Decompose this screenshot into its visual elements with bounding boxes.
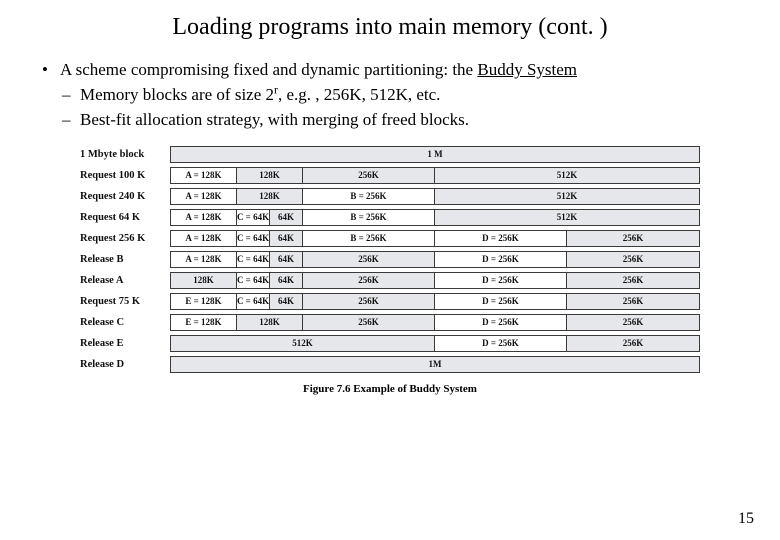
memory-block: 256K [567, 336, 699, 351]
memory-block: D = 256K [435, 273, 567, 288]
memory-block: B = 256K [303, 210, 435, 225]
memory-bar: A = 128K128KB = 256K512K [170, 188, 700, 205]
row-label: 1 Mbyte block [80, 149, 170, 160]
memory-block: A = 128K [171, 189, 237, 204]
memory-block: A = 128K [171, 210, 237, 225]
bullet-2-text-post: , e.g. , 256K, 512K, etc. [278, 85, 440, 104]
memory-row: Release CE = 128K128K256KD = 256K256K [80, 314, 700, 331]
memory-block: D = 256K [435, 252, 567, 267]
row-label: Request 240 K [80, 191, 170, 202]
row-label: Request 75 K [80, 296, 170, 307]
memory-block: 1 M [171, 147, 699, 162]
memory-block: 256K [567, 252, 699, 267]
memory-block: 64K [270, 231, 303, 246]
memory-block: D = 256K [435, 294, 567, 309]
memory-row: Release BA = 128KC = 64K64K256KD = 256K2… [80, 251, 700, 268]
memory-block: 256K [567, 294, 699, 309]
slide-body: A scheme compromising fixed and dynamic … [0, 41, 780, 132]
row-label: Release D [80, 359, 170, 370]
memory-block: 128K [171, 273, 237, 288]
memory-bar: A = 128KC = 64K64K256KD = 256K256K [170, 251, 700, 268]
memory-bar: 512KD = 256K256K [170, 335, 700, 352]
memory-block: 64K [270, 252, 303, 267]
memory-row: Release E512KD = 256K256K [80, 335, 700, 352]
row-label: Release C [80, 317, 170, 328]
memory-block: 256K [303, 294, 435, 309]
memory-bar: E = 128K128K256KD = 256K256K [170, 314, 700, 331]
memory-bar: 128KC = 64K64K256KD = 256K256K [170, 272, 700, 289]
row-label: Release B [80, 254, 170, 265]
bullet-3-text: Best-fit allocation strategy, with mergi… [80, 110, 469, 129]
row-label: Request 256 K [80, 233, 170, 244]
memory-block: 256K [567, 231, 699, 246]
memory-block: 256K [303, 273, 435, 288]
bullet-3: Best-fit allocation strategy, with mergi… [62, 109, 750, 132]
memory-block: 256K [303, 168, 435, 183]
memory-block: 64K [270, 294, 303, 309]
memory-block: D = 256K [435, 315, 567, 330]
row-label: Request 64 K [80, 212, 170, 223]
memory-row: Release D1M [80, 356, 700, 373]
memory-block: A = 128K [171, 252, 237, 267]
memory-bar: E = 128KC = 64K64K256KD = 256K256K [170, 293, 700, 310]
memory-bar: A = 128KC = 64K64KB = 256K512K [170, 209, 700, 226]
bullet-1-text: A scheme compromising fixed and dynamic … [60, 60, 477, 79]
memory-block: 128K [237, 168, 303, 183]
bullet-2: Memory blocks are of size 2r, e.g. , 256… [62, 84, 750, 107]
memory-bar: 1 M [170, 146, 700, 163]
memory-row: Request 75 KE = 128KC = 64K64K256KD = 25… [80, 293, 700, 310]
memory-row: Request 64 KA = 128KC = 64K64KB = 256K51… [80, 209, 700, 226]
memory-block: C = 64K [237, 231, 270, 246]
memory-row: Request 240 KA = 128K128KB = 256K512K [80, 188, 700, 205]
memory-block: E = 128K [171, 315, 237, 330]
memory-block: 64K [270, 210, 303, 225]
memory-block: B = 256K [303, 189, 435, 204]
slide: Loading programs into main memory (cont.… [0, 0, 780, 540]
page-number: 15 [738, 510, 754, 528]
memory-block: 512K [435, 189, 699, 204]
memory-block: B = 256K [303, 231, 435, 246]
memory-row: Request 100 KA = 128K128K256K512K [80, 167, 700, 184]
memory-block: 1M [171, 357, 699, 372]
memory-block: D = 256K [435, 336, 567, 351]
row-label: Release A [80, 275, 170, 286]
memory-block: 512K [435, 210, 699, 225]
figure-caption: Figure 7.6 Example of Buddy System [80, 383, 700, 395]
memory-block: C = 64K [237, 210, 270, 225]
memory-block: A = 128K [171, 231, 237, 246]
bullet-1-underline: Buddy System [477, 60, 577, 79]
memory-block: 64K [270, 273, 303, 288]
memory-block: 256K [303, 315, 435, 330]
memory-block: C = 64K [237, 294, 270, 309]
memory-bar: A = 128K128K256K512K [170, 167, 700, 184]
memory-block: E = 128K [171, 294, 237, 309]
memory-block: 256K [567, 315, 699, 330]
bullet-1: A scheme compromising fixed and dynamic … [42, 59, 750, 82]
slide-title: Loading programs into main memory (cont.… [0, 0, 780, 41]
memory-block: 256K [567, 273, 699, 288]
memory-block: 128K [237, 189, 303, 204]
memory-block: 512K [435, 168, 699, 183]
memory-row: Request 256 KA = 128KC = 64K64KB = 256KD… [80, 230, 700, 247]
memory-block: A = 128K [171, 168, 237, 183]
memory-block: C = 64K [237, 252, 270, 267]
memory-row: 1 Mbyte block1 M [80, 146, 700, 163]
memory-block: 128K [237, 315, 303, 330]
bullet-2-text-pre: Memory blocks are of size 2 [80, 85, 274, 104]
memory-bar: 1M [170, 356, 700, 373]
memory-block: 256K [303, 252, 435, 267]
memory-block: C = 64K [237, 273, 270, 288]
memory-row: Release A128KC = 64K64K256KD = 256K256K [80, 272, 700, 289]
memory-block: D = 256K [435, 231, 567, 246]
row-label: Request 100 K [80, 170, 170, 181]
memory-block: 512K [171, 336, 435, 351]
memory-bar: A = 128KC = 64K64KB = 256KD = 256K256K [170, 230, 700, 247]
buddy-system-figure: 1 Mbyte block1 MRequest 100 KA = 128K128… [80, 146, 700, 395]
row-label: Release E [80, 338, 170, 349]
